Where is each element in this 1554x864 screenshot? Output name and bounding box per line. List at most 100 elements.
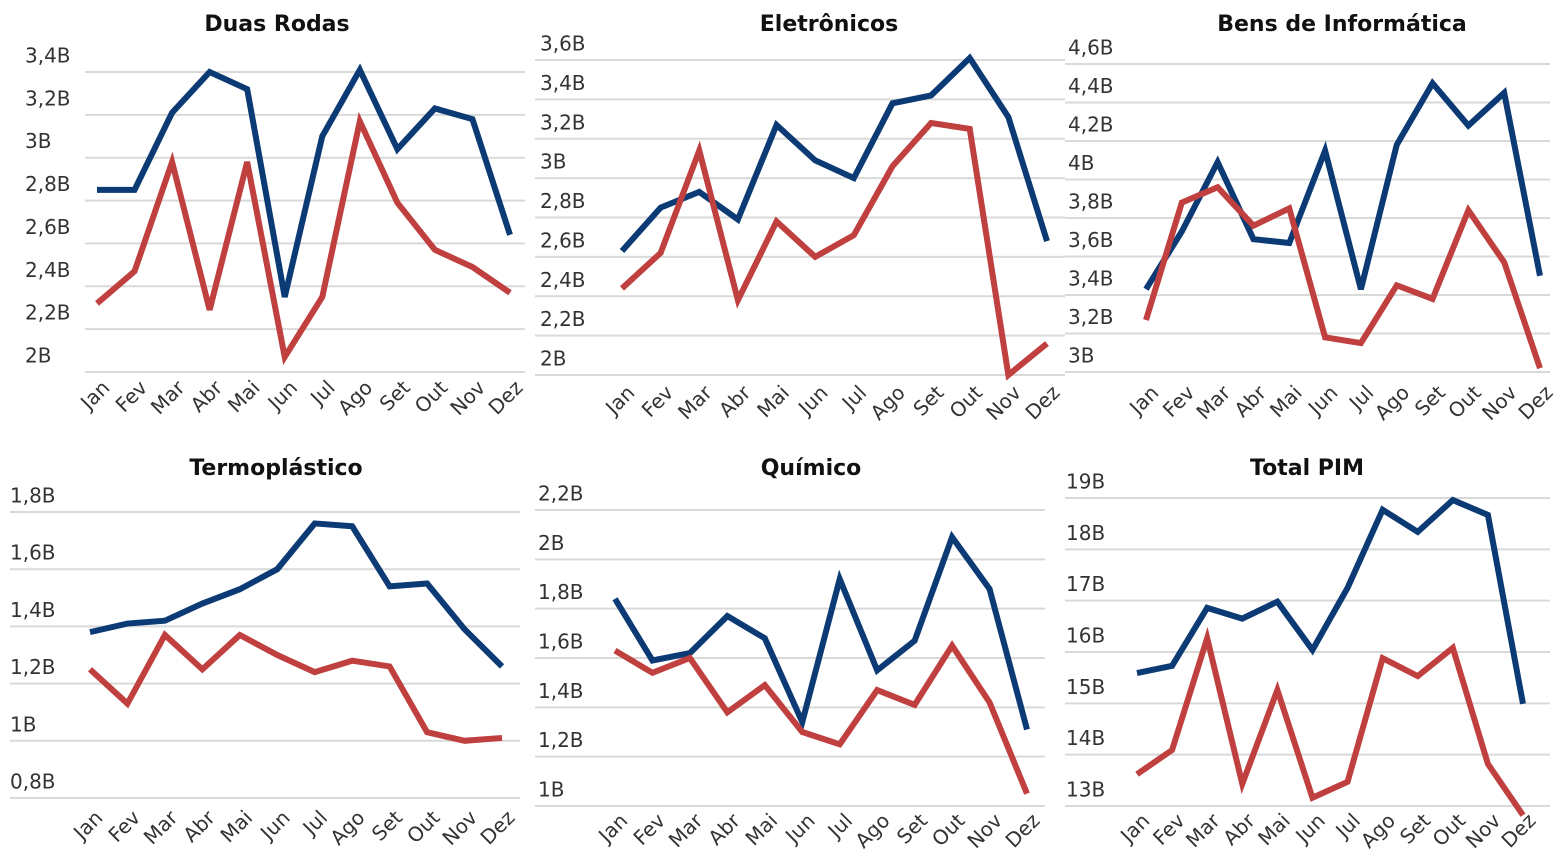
series-line [1136, 496, 1526, 705]
y-tick-label: 2,8B [540, 189, 586, 213]
y-tick-label: 1B [538, 778, 564, 802]
x-tick-label: Nov [437, 805, 482, 850]
y-tick-label: 14B [1066, 726, 1105, 750]
x-tick-label: Ago [1370, 380, 1414, 424]
x-tick-label: Mai [752, 380, 794, 422]
y-tick-label: 3,4B [1068, 267, 1114, 291]
y-tick-label: 4,2B [1068, 113, 1114, 137]
y-tick-label: 3,4B [25, 44, 71, 68]
x-tick-label: Mar [1181, 808, 1225, 852]
y-tick-label: 2,4B [540, 268, 586, 292]
x-tick-label: Mai [223, 375, 265, 417]
x-tick-label: Jun [1302, 380, 1342, 420]
panel: Duas Rodas 2B 2,2B 2,4B 2,6B 2,8B 3B 3,2B 3,4B Ja… [25, 12, 527, 420]
x-tick-label: Fev [111, 375, 153, 417]
y-tick-label: 1B [10, 712, 36, 736]
x-tick-label: Mar [673, 380, 717, 424]
y-tick-label: 4B [1068, 151, 1094, 175]
y-tick-label: 2,2B [540, 307, 586, 331]
x-tick-label: Mai [740, 808, 782, 850]
x-tick-label: Set [1395, 808, 1435, 848]
y-tick-label: 3,6B [1068, 228, 1114, 252]
series-line [619, 53, 1050, 253]
x-tick-label: Jan [1114, 808, 1154, 848]
panel: Total PIM13B14B15B16B17B18B19BJanFevMarA… [1065, 456, 1550, 853]
panel: Termoplástico 0,8B 1B 1,2B 1,4B 1,6B 1,8B JanFe… [10, 456, 520, 850]
y-tick-label: 2,4B [25, 258, 71, 282]
y-tick-label: 18B [1066, 521, 1105, 545]
x-tick-label: Jan [67, 805, 107, 845]
x-tick-label: Nov [1477, 380, 1522, 425]
x-tick-label: Nov [962, 808, 1007, 853]
x-tick-label: Set [892, 808, 932, 848]
x-tick-label: Nov [1461, 808, 1506, 853]
x-tick-label: Mai [215, 805, 257, 847]
y-tick-label: 2B [540, 347, 566, 371]
x-tick-label: Ago [325, 805, 369, 849]
x-tick-label: Set [367, 805, 407, 845]
x-tick-label: Abr [186, 375, 228, 417]
chart-title: Bens de Informática [1217, 12, 1467, 37]
y-tick-label: 19B [1066, 470, 1105, 494]
x-tick-label: Mar [146, 375, 190, 419]
y-tick-label: 2,2B [538, 482, 584, 506]
chart-title: Total PIM [1250, 456, 1364, 481]
y-tick-label: 4,6B [1068, 36, 1114, 60]
series-line [619, 119, 1049, 381]
chart-title: Químico [761, 456, 862, 481]
x-tick-label: Mar [139, 805, 183, 849]
x-tick-label: Ago [333, 375, 377, 419]
series-line [1143, 183, 1543, 370]
x-tick-label: Set [1410, 380, 1450, 420]
x-tick-label: Jun [779, 808, 819, 848]
y-tick-label: 3B [25, 129, 51, 153]
series-line [1143, 78, 1543, 291]
y-tick-label: 1,8B [10, 484, 56, 508]
x-tick-label: Out [402, 805, 445, 848]
x-tick-label: Jun [262, 375, 302, 415]
y-tick-label: 2B [25, 344, 51, 368]
x-tick-label: Mai [1265, 380, 1307, 422]
x-tick-label: Out [1428, 808, 1471, 851]
x-tick-label: Abr [1218, 808, 1260, 850]
chart-title: Duas Rodas [204, 12, 349, 37]
y-tick-label: 3,2B [540, 110, 586, 134]
x-tick-label: Nov [981, 380, 1026, 425]
x-tick-label: Jul [304, 375, 339, 410]
x-tick-label: Dez [1020, 380, 1064, 424]
x-tick-label: Out [1443, 380, 1486, 423]
x-tick-label: Ago [1356, 808, 1400, 852]
x-tick-label: Jun [254, 805, 294, 845]
x-tick-label: Jan [599, 380, 639, 420]
x-tick-label: Abr [1229, 380, 1271, 422]
y-tick-label: 2,2B [25, 301, 71, 325]
y-tick-label: 2,6B [25, 215, 71, 239]
y-tick-label: 4,4B [1068, 74, 1114, 98]
x-tick-label: Jul [836, 380, 871, 415]
x-tick-label: Fev [628, 808, 670, 850]
panel: Químico 1B 1,2B 1,4B 1,6B 1,8B 2B 2,2B JanFevMar… [535, 456, 1045, 853]
x-tick-label: Jan [74, 375, 114, 415]
x-tick-label: Ago [850, 808, 894, 852]
x-tick-label: Fev [103, 805, 145, 847]
series-line [97, 63, 513, 298]
y-tick-label: 17B [1066, 572, 1105, 596]
y-tick-label: 1,2B [10, 655, 56, 679]
y-tick-label: 3B [540, 150, 566, 174]
y-tick-label: 3,2B [1068, 305, 1114, 329]
y-tick-label: 3B [1068, 344, 1094, 368]
x-tick-label: Ago [866, 380, 910, 424]
series-line [87, 630, 503, 744]
y-tick-label: 15B [1066, 675, 1105, 699]
y-tick-label: 1,4B [538, 679, 584, 703]
x-tick-label: Mar [664, 808, 708, 852]
x-tick-label: Out [945, 380, 988, 423]
x-tick-label: Mar [1191, 380, 1235, 424]
y-tick-label: 0,8B [10, 770, 56, 794]
x-tick-label: Abr [703, 808, 745, 850]
y-tick-label: 3,4B [540, 71, 586, 95]
series-line [89, 520, 505, 669]
x-tick-label: Set [908, 380, 948, 420]
y-tick-label: 1,2B [538, 728, 584, 752]
